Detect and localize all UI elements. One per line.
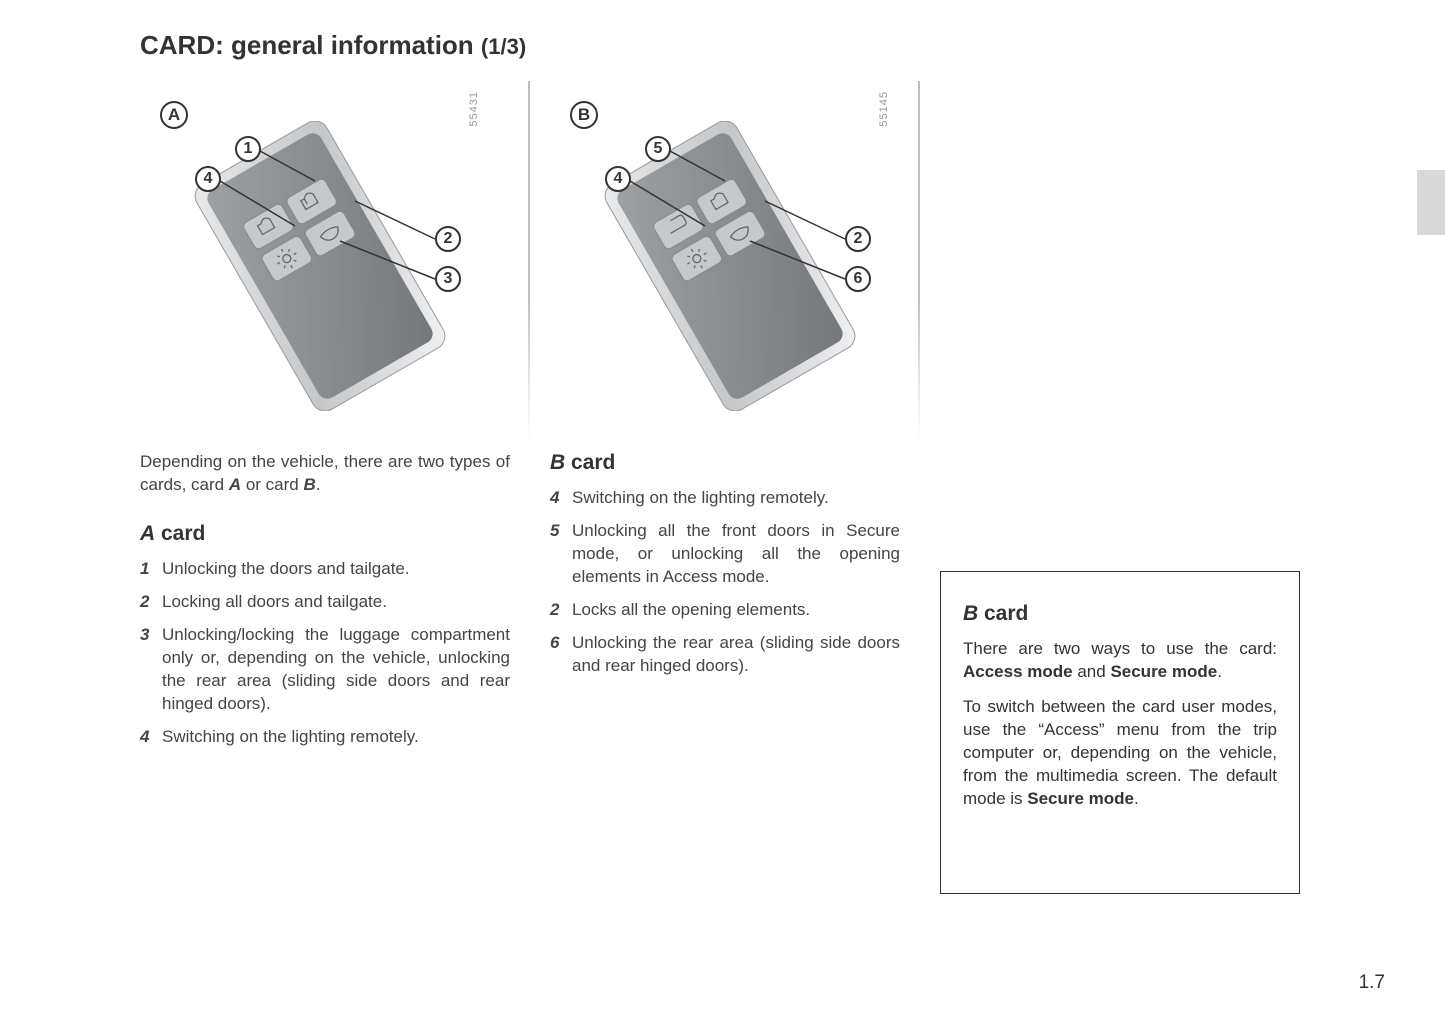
item-num: 2 [550,599,572,622]
figure-a-img-id: 55431 [468,91,480,127]
item-text: Switching on the lighting remotely. [572,487,900,510]
figure-a-label: A [160,101,188,129]
intro-mid: or card [241,475,303,494]
p1-b2: Secure mode [1110,662,1217,681]
figure-a: A 55431 [140,81,485,431]
item-text: Switching on the lighting remotely. [162,726,510,749]
callout-a-3: 3 [435,266,461,292]
p1-post: . [1217,662,1222,681]
intro-pre: Depending on the vehicle, there are two … [140,452,510,494]
card-b-heading: B card [550,451,900,475]
figure-b-label: B [570,101,598,129]
infobox-heading: B card [963,600,1277,628]
column-2: B 55145 [530,81,920,894]
intro-post: . [316,475,321,494]
callout-a-2: 2 [435,226,461,252]
infobox-p2: To switch between the card user modes, u… [963,696,1277,811]
callout-b-4: 4 [605,166,631,192]
info-box: B card There are two ways to use the car… [940,571,1300,894]
callout-b-5: 5 [645,136,671,162]
p1-mid: and [1073,662,1111,681]
intro-a: A [229,475,241,494]
item-text: Unlocking the rear area (sliding side do… [572,632,900,678]
card-b-illustration [600,121,860,411]
figure-b-img-id: 55145 [878,91,890,127]
infobox-p1: There are two ways to use the card: Acce… [963,638,1277,684]
column-3: B card There are two ways to use the car… [920,81,1320,894]
list-item: 4Switching on the lighting remotely. [140,726,510,749]
column-1: A 55431 [140,81,530,894]
callout-a-1: 1 [235,136,261,162]
list-item: 2Locking all doors and tailgate. [140,591,510,614]
list-item: 6Unlocking the rear area (sliding side d… [550,632,900,678]
list-item: 2Locks all the opening elements. [550,599,900,622]
side-tab [1417,170,1445,235]
item-text: Locking all doors and tailgate. [162,591,510,614]
item-num: 4 [550,487,572,510]
p2-post: . [1134,789,1139,808]
intro-text: Depending on the vehicle, there are two … [140,451,510,497]
p2-b: Secure mode [1027,789,1134,808]
item-text: Unlocking all the front doors in Secure … [572,520,900,589]
item-num: 4 [140,726,162,749]
callout-b-2: 2 [845,226,871,252]
page-number: 1.7 [1359,972,1385,994]
title-suffix: (1/3) [481,34,526,59]
card-a-list: 1Unlocking the doors and tailgate. 2Lock… [140,558,510,749]
intro-b: B [303,475,315,494]
item-num: 5 [550,520,572,589]
item-text: Unlocking/locking the luggage compartmen… [162,624,510,716]
item-num: 1 [140,558,162,581]
item-text: Unlocking the doors and tailgate. [162,558,510,581]
page-title: CARD: general information (1/3) [140,30,1385,61]
card-a-heading: A card [140,522,510,546]
card-a-h-prefix: A [140,522,155,545]
p1-b1: Access mode [963,662,1073,681]
item-text: Locks all the opening elements. [572,599,900,622]
page: CARD: general information (1/3) A 55431 [0,0,1445,1019]
card-a-illustration [190,121,450,411]
title-text: CARD: general information [140,30,474,60]
callout-b-6: 6 [845,266,871,292]
p1-pre: There are two ways to use the card: [963,639,1277,658]
card-b-h-text: card [565,451,615,474]
card-a-h-text: card [155,522,205,545]
content-columns: A 55431 [140,81,1385,894]
infobox-h-prefix: B [963,602,978,625]
item-num: 2 [140,591,162,614]
list-item: 1Unlocking the doors and tailgate. [140,558,510,581]
list-item: 3Unlocking/locking the luggage compartme… [140,624,510,716]
list-item: 5Unlocking all the front doors in Secure… [550,520,900,589]
list-item: 4Switching on the lighting remotely. [550,487,900,510]
card-b-h-prefix: B [550,451,565,474]
figure-b: B 55145 [550,81,895,431]
item-num: 6 [550,632,572,678]
card-b-list: 4Switching on the lighting remotely. 5Un… [550,487,900,678]
callout-a-4: 4 [195,166,221,192]
infobox-h-text: card [978,602,1028,625]
item-num: 3 [140,624,162,716]
